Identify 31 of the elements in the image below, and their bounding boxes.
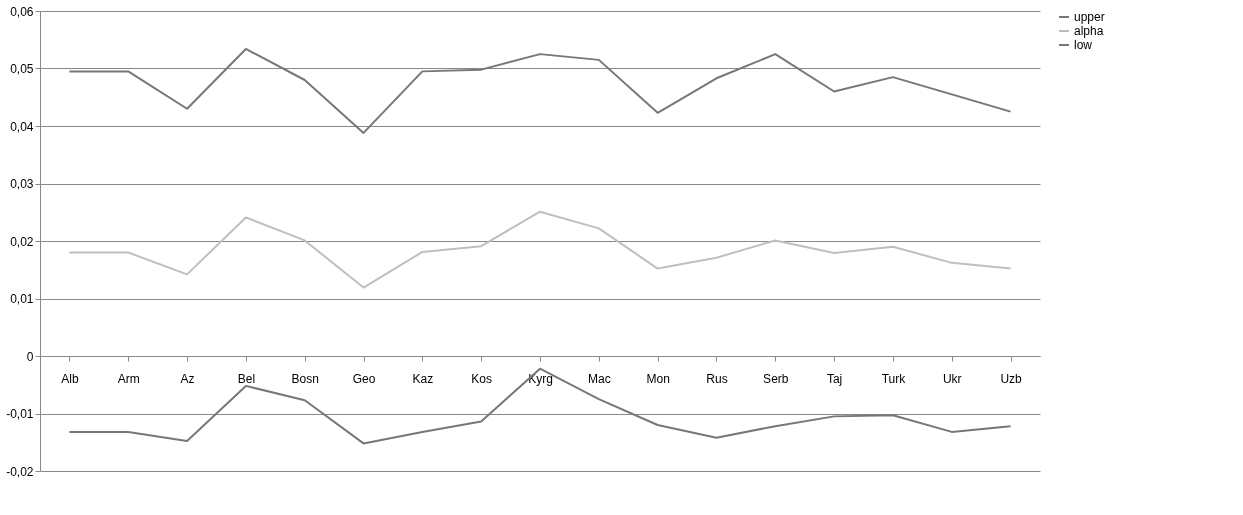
x-tick-label: Mon xyxy=(646,371,670,386)
x-tick-label: Uzb xyxy=(1000,371,1023,386)
y-tick-label: 0,03 xyxy=(10,177,34,191)
line-series xyxy=(68,210,1012,289)
x-tick-label: Ukr xyxy=(942,371,962,386)
x-tick-label: Kos xyxy=(471,371,493,386)
legend-label: upper xyxy=(1074,10,1105,24)
y-tick-label: -0,01 xyxy=(6,407,34,421)
x-tick-label: Turk xyxy=(881,371,907,386)
line-series xyxy=(68,47,1012,134)
x-tick-label: Kaz xyxy=(412,371,434,386)
legend-label: low xyxy=(1074,38,1093,52)
x-tick-label: Geo xyxy=(352,371,376,386)
x-tick-label: Mac xyxy=(587,371,611,386)
y-tick-label: 0,02 xyxy=(10,234,34,249)
x-tick-label: Kyrg xyxy=(528,371,553,386)
y-tick-label: -0,02 xyxy=(6,464,34,479)
x-tick-label: Taj xyxy=(826,371,843,386)
x-tick-label: Serb xyxy=(763,371,789,386)
y-tick-label: 0,05 xyxy=(10,62,34,76)
x-tick-label: Alb xyxy=(61,371,79,386)
legend-label: alpha xyxy=(1074,24,1104,38)
x-tick-label: Arm xyxy=(117,371,140,386)
x-tick-label: Rus xyxy=(706,371,728,386)
y-tick-label: 0 xyxy=(26,349,34,364)
x-tick-label: Bosn xyxy=(291,371,319,386)
y-tick-label: 0,01 xyxy=(10,292,34,306)
x-tick-label: Bel xyxy=(237,371,256,386)
y-tick-label: 0,04 xyxy=(10,119,34,134)
y-tick-label: 0,06 xyxy=(10,4,34,19)
x-tick-label: Az xyxy=(180,371,195,386)
